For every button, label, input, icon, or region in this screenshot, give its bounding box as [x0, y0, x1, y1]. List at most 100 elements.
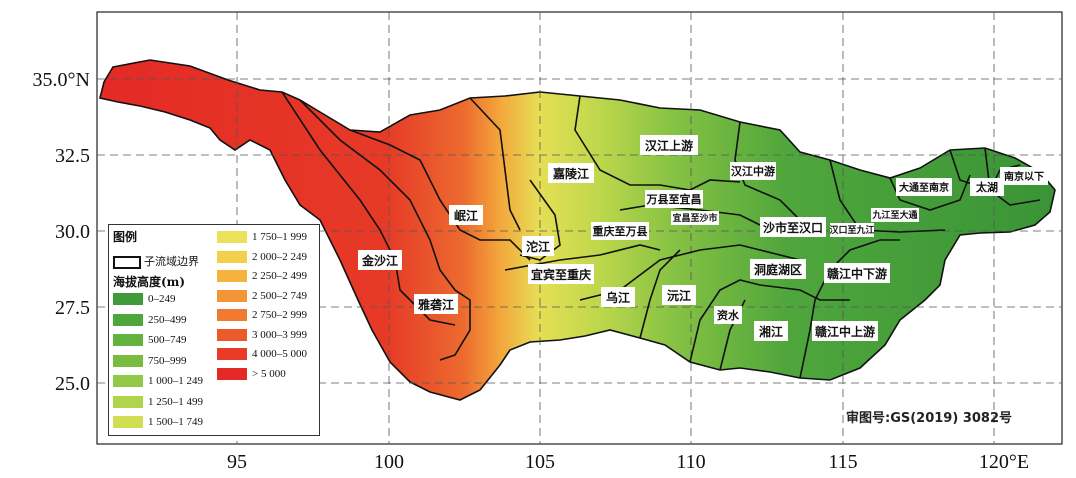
y-tick-label: 32.5	[55, 145, 90, 167]
legend-class-label: 3 000–3 999	[252, 328, 307, 341]
legend-swatch	[113, 354, 143, 367]
sub-basin-boundaries	[281, 91, 1041, 379]
legend-class-item: 2 000–2 249	[217, 251, 307, 265]
basin-label-tuojiang: 沱江	[522, 236, 554, 256]
legend-class-item: 2 750–2 999	[217, 309, 307, 323]
map-legend: 图例 子流域边界 海拔高度(m) 0–249 250–499 500–749 750–…	[108, 224, 320, 436]
basin-label-hanjiang-middle: 汉江中游	[730, 162, 776, 180]
legend-elevation-title: 海拔高度(m)	[113, 275, 186, 289]
legend-swatch	[217, 367, 247, 380]
legend-class-label: 1 750–1 999	[252, 231, 307, 243]
basin-label-yalongjiang: 雅砻江	[414, 294, 458, 314]
legend-class-item: 750–999	[113, 355, 187, 369]
legend-class-label: 4 000–5 000	[252, 348, 307, 360]
legend-class-label: 2 500–2 749	[252, 289, 307, 302]
legend-class-label: 2 000–2 249	[252, 250, 307, 263]
legend-class-item: 4 000–5 000	[217, 348, 307, 362]
basin-label-wanxian-yichang: 万县至宜昌	[645, 190, 703, 208]
legend-class-item: > 5 000	[217, 368, 286, 382]
legend-boundary-row: 子流域边界	[113, 253, 199, 269]
svg-text:重庆至万县: 重庆至万县	[593, 224, 648, 238]
x-tick-label: 120°E	[979, 451, 1029, 473]
svg-text:乌江: 乌江	[606, 290, 630, 305]
basin-label-below-nanjing: 南京以下	[1000, 167, 1048, 185]
legend-class-label: 2 750–2 999	[252, 309, 307, 321]
svg-text:南京以下: 南京以下	[1004, 170, 1044, 183]
basin-label-zishui: 资水	[714, 306, 742, 324]
basin-label-chongqing-wanxian: 重庆至万县	[591, 222, 649, 240]
legend-class-item: 250–499	[113, 314, 187, 328]
y-axis-labels: 35.0°N 32.5 30.0 27.5 25.0	[33, 69, 90, 395]
basin-label-minjiang: 岷江	[449, 205, 483, 225]
svg-text:沙市至汉口: 沙市至汉口	[763, 220, 823, 235]
svg-text:宜宾至重庆: 宜宾至重庆	[531, 267, 591, 282]
legend-class-label: 250–499	[148, 313, 187, 326]
basin-label-yuanjiang: 沅江	[662, 285, 696, 305]
legend-swatch	[217, 270, 247, 283]
basin-labels: 金沙江 雅砻江 岷江 嘉陵江 沱江 宜宾至重庆 重庆至万县 万县至宜昌 宜昌至沙…	[358, 135, 1048, 341]
basin-label-xiangjiang: 湘江	[754, 321, 788, 341]
y-tick-label: 25.0	[55, 373, 90, 395]
basin-label-shashi-hankou: 沙市至汉口	[760, 217, 826, 237]
yangtze-basin-shape	[99, 59, 1056, 401]
legend-class-item: 3 000–3 999	[217, 329, 307, 343]
basin-label-yichang-shashi: 宜昌至沙市	[671, 211, 719, 225]
basin-label-hankou-jiujiang: 汉口至九江	[829, 223, 875, 237]
svg-text:赣江中下游: 赣江中下游	[827, 266, 887, 281]
svg-text:沱江: 沱江	[526, 239, 550, 254]
svg-text:沅江: 沅江	[667, 288, 691, 303]
svg-text:九江至大通: 九江至大通	[871, 209, 917, 221]
legend-class-label: 1 250–1 499	[148, 395, 203, 408]
basin-label-wujiang: 乌江	[601, 287, 635, 307]
svg-text:宜昌至沙市: 宜昌至沙市	[672, 212, 717, 224]
svg-text:大通至南京: 大通至南京	[899, 181, 949, 194]
legend-class-label: 750–999	[148, 354, 187, 367]
x-tick-label: 95	[227, 451, 247, 473]
legend-swatch	[217, 231, 247, 244]
legend-class-item: 1 000–1 249	[113, 375, 203, 389]
svg-text:赣江中上游: 赣江中上游	[815, 324, 875, 339]
svg-text:嘉陵江: 嘉陵江	[552, 166, 589, 181]
legend-class-label: 1 000–1 249	[148, 375, 203, 387]
svg-text:金沙江: 金沙江	[361, 253, 398, 268]
legend-class-item: 1 750–1 999	[217, 231, 307, 245]
legend-class-item: 1 500–1 749	[113, 416, 203, 430]
basin-label-ganjiang-lower: 赣江中下游	[824, 263, 890, 283]
legend-swatch	[217, 250, 247, 263]
legend-class-label: 2 250–2 499	[252, 270, 307, 282]
basin-label-jinshajiang: 金沙江	[358, 250, 402, 270]
legend-swatch	[113, 375, 143, 388]
legend-boundary-label: 子流域边界	[144, 255, 199, 268]
basin-label-hanjiang-upper: 汉江上游	[640, 135, 698, 155]
basin-label-datong-nanjing: 大通至南京	[896, 178, 952, 196]
legend-title: 图例	[113, 230, 138, 244]
basin-label-ganjiang-upper: 赣江中上游	[812, 321, 878, 341]
map-approval-number: 审图号:GS(2019) 3082号	[846, 411, 1013, 426]
legend-swatch	[217, 328, 247, 341]
svg-text:汉江中游: 汉江中游	[731, 164, 775, 178]
legend-class-label: > 5 000	[252, 367, 286, 380]
basin-label-jialingjiang: 嘉陵江	[548, 163, 594, 183]
x-axis-labels: 95 100 105 110 115 120°E	[227, 451, 1029, 473]
legend-swatch	[217, 309, 247, 322]
basin-label-taihu: 太湖	[970, 178, 1004, 196]
x-tick-label: 105	[525, 451, 555, 473]
legend-class-item: 2 250–2 499	[217, 270, 307, 284]
legend-class-label: 0–249	[148, 293, 176, 305]
legend-swatch	[113, 293, 143, 306]
legend-swatch	[113, 416, 143, 429]
legend-swatch	[217, 289, 247, 302]
svg-text:岷江: 岷江	[454, 208, 478, 223]
svg-text:资水: 资水	[717, 308, 740, 322]
legend-swatch	[113, 395, 143, 408]
basin-label-dongting-lake: 洞庭湖区	[750, 259, 806, 279]
legend-swatch	[217, 348, 247, 361]
x-tick-label: 110	[676, 451, 705, 473]
legend-class-label: 1 500–1 749	[148, 416, 203, 428]
legend-class-item: 1 250–1 499	[113, 396, 203, 410]
legend-swatch	[113, 313, 143, 326]
legend-class-item: 500–749	[113, 334, 187, 348]
svg-text:汉口至九江: 汉口至九江	[829, 224, 874, 236]
legend-class-item: 0–249	[113, 293, 176, 307]
svg-text:洞庭湖区: 洞庭湖区	[754, 262, 802, 277]
